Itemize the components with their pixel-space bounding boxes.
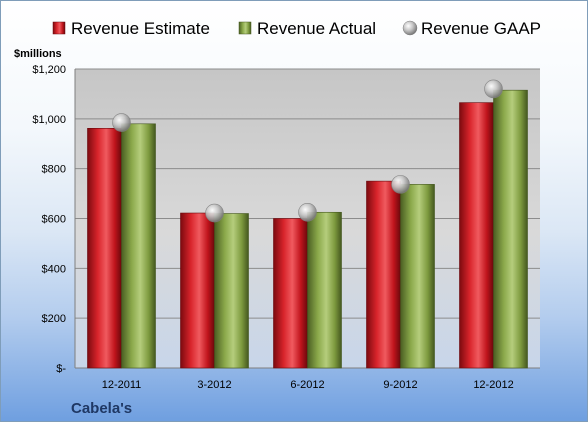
x-tick-label: 12-2012	[473, 379, 513, 391]
bar-revenue-estimate	[366, 180, 401, 369]
x-tick-label: 12-2011	[102, 379, 142, 391]
marker-revenue-gaap	[112, 113, 131, 132]
x-tick-label: 6-2012	[290, 379, 324, 391]
legend-label-estimate: Revenue Estimate	[71, 19, 210, 38]
bar-revenue-actual	[214, 213, 249, 369]
legend-swatch-actual	[238, 21, 252, 35]
bar-revenue-estimate	[459, 102, 494, 369]
marker-group	[112, 79, 503, 223]
company-name: Cabela's	[71, 400, 132, 417]
legend-label-actual: Revenue Actual	[257, 19, 376, 38]
bar-revenue-actual	[493, 89, 528, 369]
x-axis: 12-2011 3-2012 6-2012 9-2012 12-2012	[102, 379, 514, 391]
bar-revenue-actual	[307, 211, 342, 369]
x-tick-label: 3-2012	[197, 379, 231, 391]
bar-revenue-actual	[400, 184, 435, 369]
marker-revenue-gaap	[298, 202, 317, 222]
y-tick-label: $400	[42, 263, 66, 275]
legend-marker-gaap	[402, 20, 418, 36]
marker-revenue-gaap	[205, 203, 224, 223]
legend-label-gaap: Revenue GAAP	[421, 19, 541, 38]
y-tick-label: $800	[42, 164, 66, 176]
y-tick-label: $1,000	[32, 114, 66, 126]
y-axis: $- $200 $400 $600 $800 $1,000 $1,200	[32, 64, 66, 375]
y-tick-label: $1,200	[32, 64, 66, 76]
bar-revenue-actual	[121, 123, 156, 369]
bar-revenue-estimate	[273, 218, 308, 369]
y-tick-label: $600	[42, 214, 66, 226]
bar-revenue-estimate	[180, 212, 215, 369]
bar-revenue-estimate	[87, 128, 122, 369]
legend: Revenue Estimate Revenue Actual Revenue …	[52, 19, 541, 38]
bar-group	[87, 89, 528, 369]
y-tick-label: $200	[42, 313, 66, 325]
marker-revenue-gaap	[484, 79, 503, 99]
y-tick-label: $-	[56, 363, 66, 375]
x-tick-label: 9-2012	[383, 379, 417, 391]
legend-swatch-estimate	[52, 21, 66, 35]
marker-revenue-gaap	[391, 175, 410, 194]
y-axis-unit-label: $millions	[14, 48, 62, 60]
